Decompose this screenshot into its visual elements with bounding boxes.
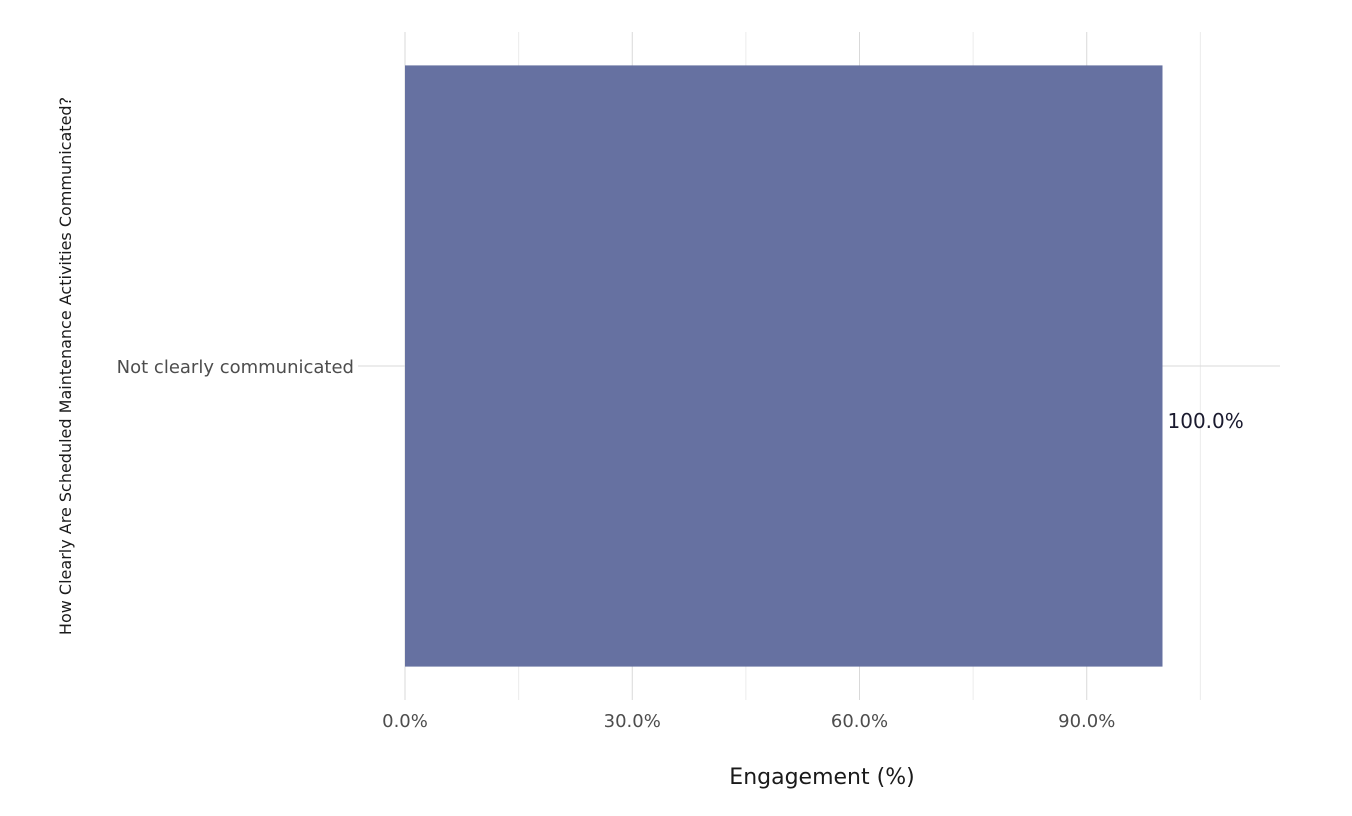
x-tick-label: 60.0% — [831, 711, 888, 732]
x-tick-label: 0.0% — [382, 711, 428, 732]
tick-labels: Not clearly communicated 0.0% 30.0% 60.0% 90… — [117, 357, 1116, 732]
y-axis-title: How Clearly Are Scheduled Maintenance Ac… — [56, 97, 75, 635]
bar-value-label: 100.0% — [1168, 409, 1244, 433]
x-tick-label: 90.0% — [1058, 711, 1115, 732]
bar — [405, 65, 1163, 667]
data-labels: 100.0% — [1168, 409, 1244, 433]
x-tick-label: 30.0% — [604, 711, 661, 732]
category-tick-label: Not clearly communicated — [117, 357, 354, 378]
bars — [405, 65, 1163, 667]
x-axis-title: Engagement (%) — [729, 765, 914, 790]
